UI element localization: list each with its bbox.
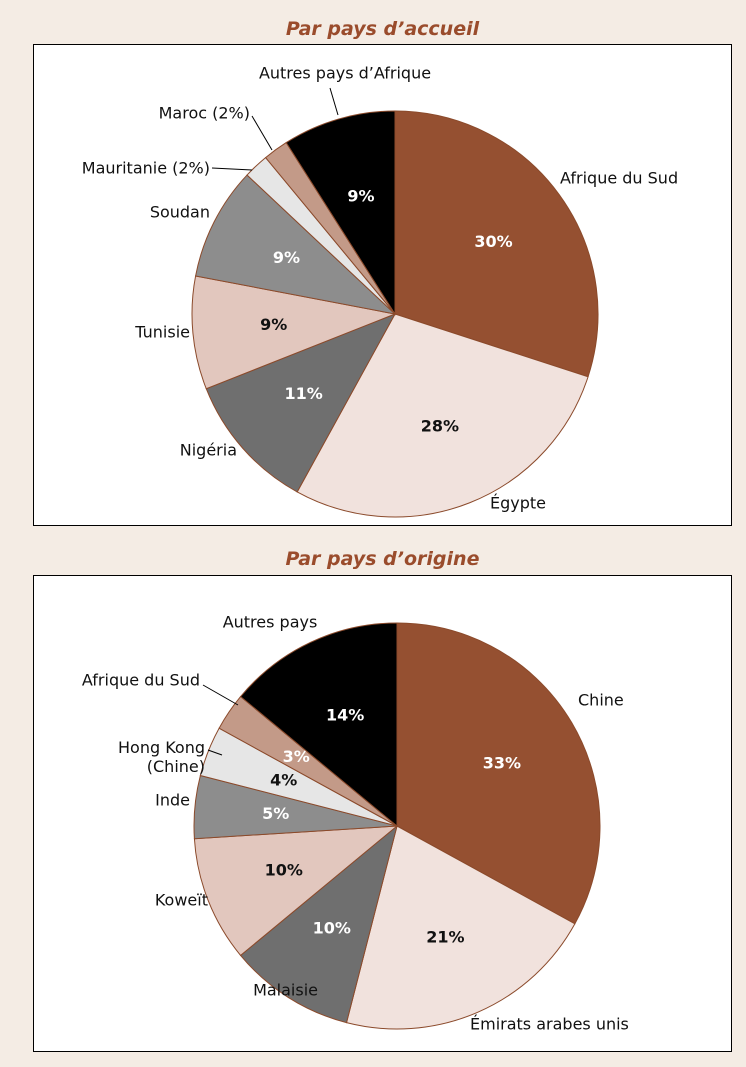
value-label: 10%: [265, 860, 303, 879]
value-label: 3%: [283, 747, 310, 766]
slice-label: Chine: [578, 690, 624, 710]
value-label: 33%: [483, 753, 521, 772]
slice-label: Inde: [155, 790, 190, 810]
pie-slice: [285, 110, 396, 316]
slice-label: Koweït: [154, 890, 208, 910]
slice-label: Soudan: [149, 202, 210, 222]
leader-line: [211, 167, 253, 171]
pie-slice: [345, 825, 576, 1030]
slice-label: Nigéria: [179, 440, 237, 460]
value-label: 10%: [313, 918, 351, 937]
pie-slice: [239, 622, 398, 828]
pie-slice: [394, 110, 599, 378]
value-label: 9%: [347, 187, 374, 206]
value-label: 9%: [273, 248, 300, 267]
value-label: 11%: [284, 384, 322, 403]
slice-label: Égypte: [490, 493, 547, 513]
slice-label: Maroc (2%): [158, 103, 250, 123]
slice-label: Autres pays: [222, 612, 318, 632]
leader-line: [207, 749, 223, 756]
value-label: 4%: [270, 771, 297, 790]
slice-label: Autres pays d’Afrique: [258, 63, 432, 83]
pie-slice: [205, 313, 397, 493]
chart-title: Par pays d’accueil: [285, 18, 480, 40]
leader-line: [202, 684, 239, 706]
value-label: 9%: [260, 315, 287, 334]
value-label: 21%: [426, 927, 464, 946]
slice-label: Mauritanie (2%): [81, 158, 210, 178]
pie-slice: [191, 275, 397, 390]
pie-slice: [239, 824, 398, 1024]
pie-slice: [396, 622, 601, 925]
leader-line: [329, 87, 339, 116]
pie-slice: [296, 313, 589, 518]
pie-slice: [193, 825, 399, 957]
value-label: 30%: [474, 232, 512, 251]
slice-label: Malaisie: [253, 980, 318, 1000]
slice-label: Afrique du Sud: [81, 670, 200, 690]
value-label: 28%: [421, 417, 459, 436]
value-label: 5%: [262, 804, 289, 823]
chart-title: Par pays d’origine: [285, 548, 480, 570]
pie-slice: [195, 174, 397, 315]
value-label: 14%: [326, 705, 364, 724]
slice-label: Émirats arabes unis: [470, 1014, 629, 1034]
slice-label: Hong Kong (Chine): [118, 738, 205, 776]
slice-label: Tunisie: [135, 322, 190, 342]
slice-label: Afrique du Sud: [560, 168, 679, 188]
leader-line: [251, 115, 273, 151]
